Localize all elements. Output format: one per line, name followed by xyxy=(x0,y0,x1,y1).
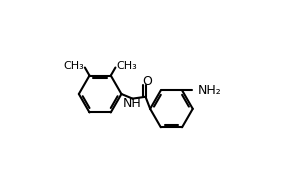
Text: NH₂: NH₂ xyxy=(198,84,221,97)
Text: O: O xyxy=(143,75,152,89)
Text: CH₃: CH₃ xyxy=(63,61,84,71)
Text: NH: NH xyxy=(122,97,141,110)
Text: CH₃: CH₃ xyxy=(116,61,137,71)
